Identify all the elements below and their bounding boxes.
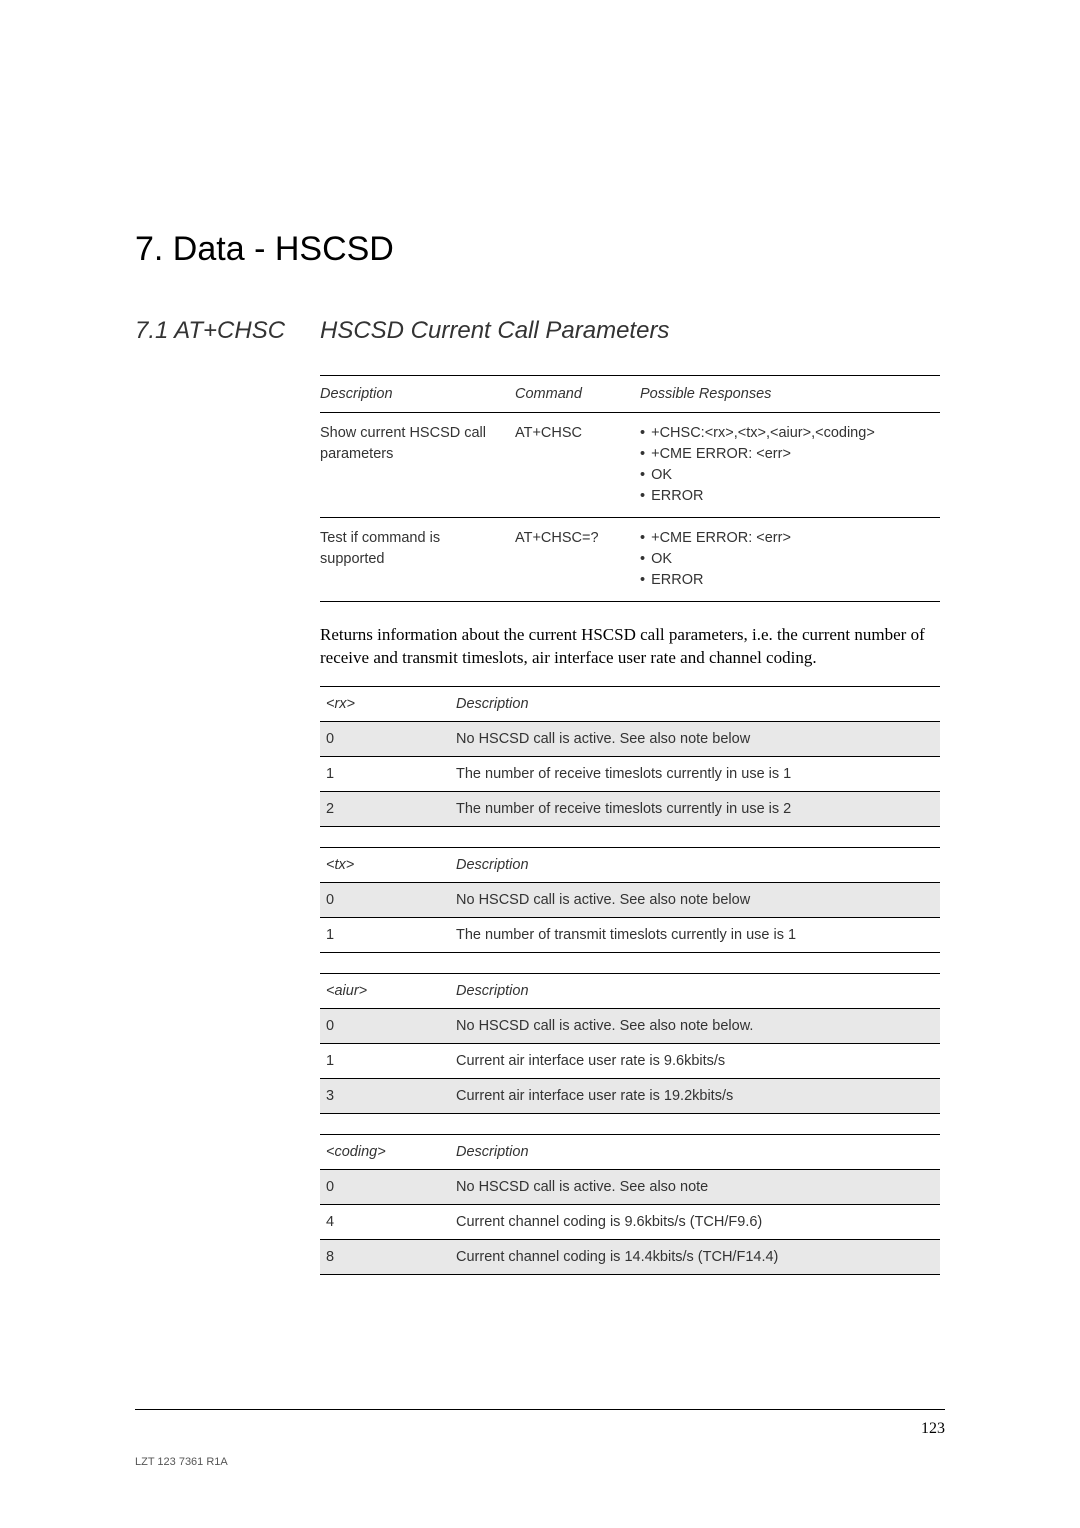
cmd-command-cell: AT+CHSC [515, 413, 640, 518]
param-desc-cell: No HSCSD call is active. See also note [450, 1169, 940, 1204]
param-value-cell: 2 [320, 791, 450, 826]
param-value-cell: 1 [320, 1043, 450, 1078]
section-number: 7.1 AT+CHSC [135, 317, 320, 345]
param-value-cell: 0 [320, 721, 450, 756]
cmd-response-cell: +CME ERROR: <err>OKERROR [640, 518, 940, 602]
param-value-cell: 1 [320, 917, 450, 952]
footer-doc-id: LZT 123 7361 R1A [135, 1456, 228, 1468]
table-row: 1Current air interface user rate is 9.6k… [320, 1043, 940, 1078]
aiur-param-header: <aiur> [320, 973, 450, 1008]
command-table: Description Command Possible Responses S… [320, 375, 940, 602]
footer-page-number: 123 [921, 1420, 945, 1438]
table-row: 0No HSCSD call is active. See also note … [320, 1008, 940, 1043]
response-item: OK [640, 549, 932, 570]
param-value-cell: 0 [320, 1008, 450, 1043]
param-desc-cell: Current channel coding is 14.4kbits/s (T… [450, 1239, 940, 1274]
footer-rule [135, 1409, 945, 1410]
param-value-cell: 1 [320, 756, 450, 791]
coding-desc-header: Description [450, 1134, 940, 1169]
body-paragraph: Returns information about the current HS… [320, 624, 940, 670]
param-value-cell: 0 [320, 882, 450, 917]
table-row: 0No HSCSD call is active. See also note [320, 1169, 940, 1204]
coding-param-header: <coding> [320, 1134, 450, 1169]
table-row: 0No HSCSD call is active. See also note … [320, 882, 940, 917]
table-row: 0No HSCSD call is active. See also note … [320, 721, 940, 756]
param-desc-cell: The number of receive timeslots currentl… [450, 756, 940, 791]
aiur-table: <aiur> Description 0No HSCSD call is act… [320, 973, 940, 1114]
rx-desc-header: Description [450, 686, 940, 721]
rx-param-header: <rx> [320, 686, 450, 721]
param-desc-cell: No HSCSD call is active. See also note b… [450, 882, 940, 917]
tx-table: <tx> Description 0No HSCSD call is activ… [320, 847, 940, 953]
param-desc-cell: Current channel coding is 9.6kbits/s (TC… [450, 1204, 940, 1239]
cmd-desc-cell: Show current HSCSD call parameters [320, 413, 515, 518]
param-desc-cell: No HSCSD call is active. See also note b… [450, 1008, 940, 1043]
section-title: HSCSD Current Call Parameters [320, 317, 669, 345]
param-desc-cell: No HSCSD call is active. See also note b… [450, 721, 940, 756]
response-item: ERROR [640, 570, 932, 591]
cmd-response-cell: +CHSC:<rx>,<tx>,<aiur>,<coding>+CME ERRO… [640, 413, 940, 518]
tx-desc-header: Description [450, 847, 940, 882]
table-row: Show current HSCSD call parametersAT+CHS… [320, 413, 940, 518]
table-row: 8Current channel coding is 14.4kbits/s (… [320, 1239, 940, 1274]
page: 7. Data - HSCSD 7.1 AT+CHSC HSCSD Curren… [0, 0, 1080, 1528]
param-desc-cell: The number of receive timeslots currentl… [450, 791, 940, 826]
param-value-cell: 8 [320, 1239, 450, 1274]
response-item: ERROR [640, 486, 932, 507]
section-heading: 7.1 AT+CHSC HSCSD Current Call Parameter… [135, 317, 945, 345]
response-item: +CME ERROR: <err> [640, 528, 932, 549]
response-item: +CHSC:<rx>,<tx>,<aiur>,<coding> [640, 423, 932, 444]
cmd-th-cmd: Command [515, 376, 640, 413]
response-item: OK [640, 465, 932, 486]
param-value-cell: 4 [320, 1204, 450, 1239]
param-desc-cell: The number of transmit timeslots current… [450, 917, 940, 952]
cmd-desc-cell: Test if command is supported [320, 518, 515, 602]
table-row: Test if command is supportedAT+CHSC=?+CM… [320, 518, 940, 602]
rx-table: <rx> Description 0No HSCSD call is activ… [320, 686, 940, 827]
param-value-cell: 0 [320, 1169, 450, 1204]
coding-table: <coding> Description 0No HSCSD call is a… [320, 1134, 940, 1275]
response-item: +CME ERROR: <err> [640, 444, 932, 465]
aiur-desc-header: Description [450, 973, 940, 1008]
cmd-command-cell: AT+CHSC=? [515, 518, 640, 602]
table-row: 1The number of receive timeslots current… [320, 756, 940, 791]
table-row: 2The number of receive timeslots current… [320, 791, 940, 826]
cmd-th-desc: Description [320, 376, 515, 413]
chapter-title: 7. Data - HSCSD [135, 230, 945, 269]
table-row: 4Current channel coding is 9.6kbits/s (T… [320, 1204, 940, 1239]
table-row: 1The number of transmit timeslots curren… [320, 917, 940, 952]
table-row: 3Current air interface user rate is 19.2… [320, 1078, 940, 1113]
content-column: Description Command Possible Responses S… [320, 375, 940, 1275]
cmd-th-resp: Possible Responses [640, 376, 940, 413]
param-value-cell: 3 [320, 1078, 450, 1113]
param-desc-cell: Current air interface user rate is 9.6kb… [450, 1043, 940, 1078]
tx-param-header: <tx> [320, 847, 450, 882]
param-desc-cell: Current air interface user rate is 19.2k… [450, 1078, 940, 1113]
